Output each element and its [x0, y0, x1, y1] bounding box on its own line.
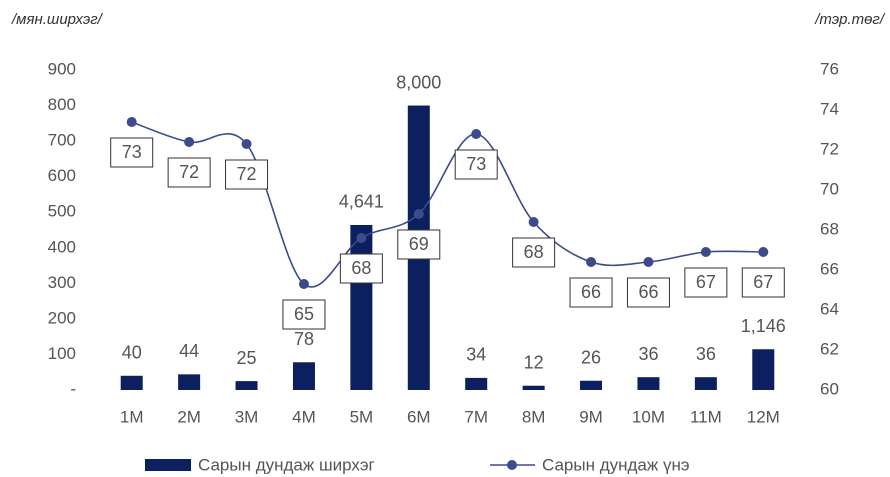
y-tick-label: 600 [48, 166, 76, 185]
line-point [241, 139, 252, 149]
y2-tick-label: 70 [820, 179, 839, 198]
bar-value-label: 40 [122, 343, 142, 363]
bar [465, 377, 488, 390]
x-tick-label: 2M [177, 407, 201, 426]
bar [522, 385, 545, 390]
line-value-label: 66 [638, 282, 658, 302]
y-tick-label: 800 [48, 95, 76, 114]
x-tick-label: 10M [632, 407, 665, 426]
y-axis-label: /мян.ширхэг/ [11, 11, 104, 28]
line-value-label: 65 [294, 304, 314, 324]
bar-value-label: 78 [294, 329, 314, 349]
y-tick-label: 900 [48, 59, 76, 78]
legend-label: Сарын дундаж үнэ [542, 455, 690, 474]
line-value-label: 67 [696, 272, 716, 292]
label-box [339, 253, 383, 284]
bar [637, 377, 660, 390]
label-box [167, 157, 211, 188]
label-box [397, 229, 441, 260]
label-box [684, 267, 728, 298]
bar-value-label: 26 [581, 348, 601, 368]
label-box [569, 277, 613, 308]
y2-axis-label: /тэр.төг/ [814, 11, 886, 28]
line-value-label: 72 [179, 162, 199, 182]
x-tick-label: 3M [235, 407, 259, 426]
y-tick-label: 200 [48, 308, 76, 327]
y2-tick-label: 66 [820, 259, 839, 278]
bar [120, 375, 143, 390]
bar-value-label: 36 [696, 344, 716, 364]
line-value-label: 68 [351, 258, 371, 278]
y-tick-label: 700 [48, 131, 76, 150]
line-value-label: 66 [581, 282, 601, 302]
bar-value-label: 4,641 [339, 192, 384, 212]
x-tick-label: 4M [292, 407, 316, 426]
label-box [225, 159, 269, 190]
line-point [528, 217, 539, 227]
bar [292, 362, 315, 390]
y2-tick-label: 76 [820, 59, 839, 78]
label-box [626, 277, 670, 308]
line-value-label: 73 [122, 142, 142, 162]
bar-value-label: 8,000 [396, 72, 441, 92]
bar-value-label: 44 [179, 341, 199, 361]
y-tick-label: - [70, 379, 76, 398]
y2-tick-label: 74 [820, 99, 839, 118]
y-tick-label: 300 [48, 273, 76, 292]
label-box [282, 299, 326, 330]
x-tick-label: 8M [522, 407, 546, 426]
x-tick-label: 1M [120, 407, 144, 426]
y-tick-label: 500 [48, 202, 76, 221]
line-point [184, 137, 195, 147]
line-value-label: 67 [753, 272, 773, 292]
y2-tick-label: 64 [820, 299, 839, 318]
label-box [454, 149, 498, 180]
y2-tick-label: 60 [820, 379, 839, 398]
y-tick-label: 100 [48, 344, 76, 363]
line-point [643, 257, 654, 267]
line-point [413, 209, 424, 219]
line-point [471, 129, 482, 139]
bar [178, 374, 201, 390]
line-value-label: 69 [409, 234, 429, 254]
line-value-label: 73 [466, 154, 486, 174]
line-point [586, 257, 597, 267]
x-tick-label: 7M [464, 407, 488, 426]
line-value-label: 68 [524, 242, 544, 262]
legend-label: Сарын дундаж ширхэг [198, 455, 375, 474]
bar-value-label: 36 [638, 344, 658, 364]
y2-tick-label: 68 [820, 219, 839, 238]
line-point [126, 117, 137, 127]
y2-tick-label: 72 [820, 139, 839, 158]
legend-swatch [507, 460, 517, 470]
x-tick-label: 12M [747, 407, 780, 426]
legend-swatch [145, 459, 191, 471]
bar [350, 224, 373, 390]
line-point [758, 247, 769, 257]
x-tick-label: 11M [690, 407, 722, 426]
x-tick-label: 9M [579, 407, 603, 426]
label-box [110, 137, 154, 168]
bar-value-label: 12 [524, 352, 544, 372]
bar [752, 349, 775, 390]
label-box [741, 267, 785, 298]
line-point [298, 279, 309, 289]
bar [694, 377, 717, 390]
y-tick-label: 400 [48, 237, 76, 256]
line [131, 121, 764, 288]
x-tick-label: 5M [350, 407, 374, 426]
bar-value-label: 1,146 [741, 316, 786, 336]
y2-tick-label: 62 [820, 339, 839, 358]
line-point [356, 233, 367, 243]
bar [580, 380, 603, 390]
x-tick-label: 6M [407, 407, 431, 426]
bar [235, 381, 258, 390]
bar-value-label: 25 [237, 348, 257, 368]
line-value-label: 72 [237, 164, 257, 184]
label-box [512, 237, 556, 268]
bar-value-label: 34 [466, 345, 486, 365]
line-point [700, 247, 711, 257]
